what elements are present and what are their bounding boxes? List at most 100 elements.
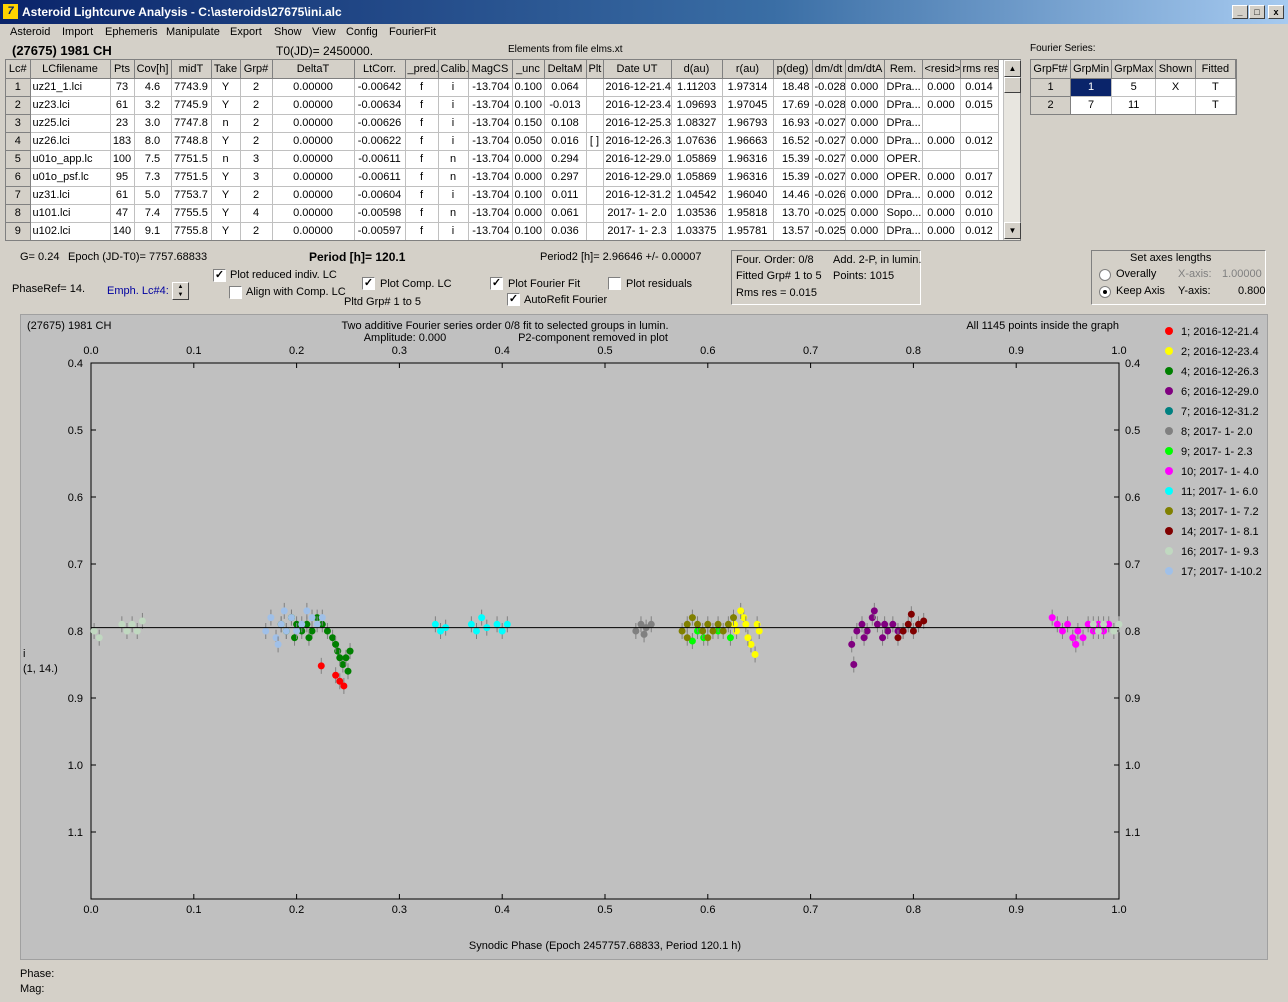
table-cell[interactable] (586, 96, 604, 115)
scroll-up-icon[interactable]: ▲ (1004, 60, 1021, 77)
column-header[interactable]: d(au) (671, 60, 723, 79)
table-cell[interactable]: 0.000 (922, 132, 961, 151)
table-cell[interactable]: 17.69 (773, 96, 813, 115)
table-cell[interactable]: 2 (240, 114, 273, 133)
table-cell[interactable]: 0.011 (544, 186, 587, 205)
table-cell[interactable]: i (438, 186, 469, 205)
table-cell[interactable]: f (405, 222, 439, 240)
table-cell[interactable]: 7 (6, 186, 31, 205)
column-header[interactable]: Lc# (6, 60, 31, 79)
table-cell[interactable]: 0.000 (922, 168, 961, 187)
table-cell[interactable]: f (405, 186, 439, 205)
plot-fourier-checkbox[interactable]: ✓ (490, 277, 503, 290)
table-cell[interactable]: i (438, 96, 469, 115)
table-cell[interactable]: 1.03375 (671, 222, 723, 240)
scroll-down-icon[interactable]: ▼ (1004, 222, 1021, 239)
table-cell[interactable]: 0.061 (544, 204, 587, 223)
column-header[interactable]: Cov[h] (134, 60, 172, 79)
fourier-cell[interactable] (1155, 96, 1196, 114)
table-cell[interactable]: 0.000 (922, 222, 961, 240)
fourier-column-header[interactable]: GrpFt# (1031, 60, 1072, 79)
table-cell[interactable]: 1.96316 (722, 168, 774, 187)
table-row[interactable]: 4 uz26.lci 183 8.0 7748.8 Y 2 0.00000 -0.00622 f i… (6, 132, 999, 151)
table-scrollbar[interactable]: ▲ ▼ (1003, 60, 1021, 240)
table-cell[interactable]: f (405, 168, 439, 187)
table-cell[interactable]: 0.108 (544, 114, 587, 133)
table-cell[interactable]: 0.000 (845, 186, 885, 205)
menu-view[interactable]: View (312, 26, 336, 38)
table-cell[interactable]: 2016-12-31.2 (603, 186, 672, 205)
table-cell[interactable]: -0.00597 (354, 222, 406, 240)
table-cell[interactable] (960, 150, 999, 169)
column-header[interactable]: _pred. (405, 60, 439, 79)
table-cell[interactable]: 0.000 (512, 204, 545, 223)
table-cell[interactable]: 7747.8 (171, 114, 212, 133)
table-cell[interactable]: 2016-12-29.0 (603, 168, 672, 187)
table-cell[interactable]: f (405, 114, 439, 133)
table-cell[interactable]: 1.03536 (671, 204, 723, 223)
table-cell[interactable]: 0.00000 (272, 96, 355, 115)
table-cell[interactable]: 1.95818 (722, 204, 774, 223)
table-cell[interactable]: DPra... (884, 186, 923, 205)
table-cell[interactable]: 1.05869 (671, 168, 723, 187)
table-row[interactable]: 9 u102.lci 140 9.1 7755.8 Y 2 0.00000 -0.00597 f i… (6, 222, 999, 240)
table-cell[interactable]: u102.lci (30, 222, 111, 240)
table-cell[interactable]: 16.52 (773, 132, 813, 151)
table-cell[interactable]: 2 (240, 132, 273, 151)
column-header[interactable]: <resid> (922, 60, 961, 79)
column-header[interactable]: Pts (110, 60, 135, 79)
table-cell[interactable]: Y (211, 96, 241, 115)
table-cell[interactable]: 0.000 (845, 132, 885, 151)
table-cell[interactable]: 0.000 (845, 204, 885, 223)
x-axis-value[interactable]: 1.00000 (1222, 268, 1262, 280)
table-cell[interactable]: 3.0 (134, 114, 172, 133)
table-cell[interactable] (586, 186, 604, 205)
table-cell[interactable]: u01o_app.lc (30, 150, 111, 169)
table-cell[interactable]: -13.704 (468, 222, 513, 240)
table-cell[interactable]: -0.013 (544, 96, 587, 115)
fourier-cell[interactable]: T (1195, 78, 1236, 97)
y-axis-value[interactable]: 0.800 (1238, 285, 1266, 297)
table-cell[interactable]: -0.00634 (354, 96, 406, 115)
table-cell[interactable]: 1.11203 (671, 78, 723, 97)
fourier-column-header[interactable]: GrpMin (1070, 60, 1113, 79)
table-cell[interactable]: 0.000 (512, 168, 545, 187)
scroll-thumb[interactable] (1004, 77, 1021, 93)
table-cell[interactable]: n (438, 168, 469, 187)
table-cell[interactable]: -0.027 (812, 168, 846, 187)
table-cell[interactable]: 0.015 (960, 96, 999, 115)
column-header[interactable]: midT (171, 60, 212, 79)
fourier-column-header[interactable]: GrpMax (1111, 60, 1157, 79)
table-cell[interactable]: 18.48 (773, 78, 813, 97)
table-cell[interactable]: f (405, 78, 439, 97)
table-row[interactable]: 8 u101.lci 47 7.4 7755.5 Y 4 0.00000 -0.00598 f n -… (6, 204, 999, 223)
column-header[interactable]: Take (211, 60, 241, 79)
table-cell[interactable]: 0.150 (512, 114, 545, 133)
table-cell[interactable]: f (405, 96, 439, 115)
table-cell[interactable]: 4 (240, 204, 273, 223)
table-cell[interactable]: 0.000 (845, 150, 885, 169)
table-cell[interactable]: 61 (110, 186, 135, 205)
table-cell[interactable]: -13.704 (468, 204, 513, 223)
table-row[interactable]: 1 uz21_1.lci 73 4.6 7743.9 Y 2 0.00000 -0.00642 f… (6, 78, 999, 97)
table-cell[interactable] (922, 150, 961, 169)
close-button[interactable]: x (1268, 5, 1284, 19)
column-header[interactable]: Calib. (438, 60, 469, 79)
plot-comp-checkbox[interactable]: ✓ (362, 277, 375, 290)
overally-radio[interactable] (1099, 269, 1111, 281)
table-cell[interactable]: 0.050 (512, 132, 545, 151)
table-cell[interactable]: -13.704 (468, 78, 513, 97)
table-row[interactable]: 6 u01o_psf.lc 95 7.3 7751.5 Y 3 0.00000 -0.00611… (6, 168, 999, 187)
column-header[interactable]: LtCorr. (354, 60, 406, 79)
table-cell[interactable]: 47 (110, 204, 135, 223)
table-cell[interactable]: f (405, 204, 439, 223)
table-cell[interactable]: 13.57 (773, 222, 813, 240)
table-cell[interactable]: -13.704 (468, 132, 513, 151)
table-cell[interactable]: 0.100 (512, 78, 545, 97)
column-header[interactable]: MagCS (468, 60, 513, 79)
column-header[interactable]: Rem. (884, 60, 923, 79)
fourier-cell[interactable]: T (1195, 96, 1236, 114)
table-cell[interactable]: 5 (6, 150, 31, 169)
table-cell[interactable]: 9.1 (134, 222, 172, 240)
table-cell[interactable]: 7745.9 (171, 96, 212, 115)
